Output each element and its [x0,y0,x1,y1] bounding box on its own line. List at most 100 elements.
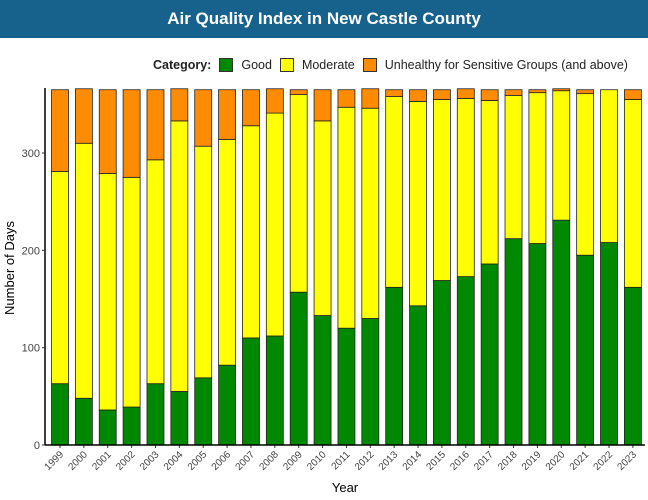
bar-2021-good [576,254,595,446]
legend-label-good: Good [241,58,272,72]
bar-2020-unhealthy [552,88,571,92]
bar-2023-good [623,286,642,446]
bar-2018-moderate [504,95,523,240]
bar-2017-unhealthy [480,89,499,101]
x-tick-label: 2009 [281,449,305,473]
bar-2011-moderate [337,106,356,329]
bar-2006-good [218,364,236,446]
bar-2008-good [265,335,284,446]
legend: Category: Good Moderate Unhealthy for Se… [153,58,636,72]
bar-2003-unhealthy [146,89,165,161]
bar-2003-good [146,383,165,446]
bar-2001-moderate [98,173,117,411]
legend-item-moderate: Moderate [279,58,355,72]
bar-2009-good [289,291,308,446]
chart-title: Air Quality Index in New Castle County [0,0,648,38]
bar-2018-unhealthy [504,89,523,96]
bar-2007-moderate [242,125,260,339]
bar-2016-moderate [456,98,475,278]
bar-2017-moderate [480,100,499,265]
bar-2015-good [433,280,451,446]
bar-2004-good [170,391,189,446]
bar-2015-moderate [433,99,451,281]
bar-2004-moderate [170,120,189,392]
bar-2010-unhealthy [313,89,332,122]
bar-2020-good [552,219,571,446]
bar-2021-unhealthy [576,89,595,95]
x-tick-label: 2020 [544,449,568,473]
x-tick-label: 2007 [234,449,258,473]
bar-2000-good [74,397,93,446]
y-axis-label: Number of Days [2,221,17,315]
bar-2005-moderate [194,145,213,379]
x-tick-label: 2013 [377,449,401,473]
x-tick-label: 2003 [138,449,162,473]
bar-2018-good [504,238,523,446]
bar-1999-unhealthy [51,89,69,172]
bar-2002-moderate [122,176,141,408]
x-tick-label: 2021 [568,449,592,473]
bar-2023-unhealthy [623,89,642,100]
bar-2014-unhealthy [409,89,427,102]
bar-2011-good [337,327,356,446]
bar-2010-moderate [313,120,332,316]
bar-2008-unhealthy [265,88,284,114]
bar-2008-moderate [265,112,284,337]
x-tick-label: 2008 [257,449,281,473]
bar-2012-unhealthy [361,88,380,109]
bar-2012-good [361,318,380,446]
bar-2019-good [528,243,547,446]
bar-2006-moderate [218,138,236,366]
x-tick-label: 2023 [615,449,639,473]
x-tick-label: 2000 [66,449,90,473]
bar-2006-unhealthy [218,89,236,140]
bar-2022-good [600,242,618,446]
bar-2013-unhealthy [385,89,404,97]
bar-2014-good [409,305,427,446]
x-axis-label: Year [332,480,359,495]
bar-2002-unhealthy [122,89,141,178]
legend-swatch-moderate [279,58,294,72]
bar-2016-unhealthy [456,88,475,99]
x-tick-label: 2019 [520,449,544,473]
bar-2016-good [456,276,475,446]
legend-title: Category: [153,58,212,72]
legend-item-usg: Unhealthy for Sensitive Groups (and abov… [362,58,628,72]
x-tick-label: 2015 [425,449,449,473]
bar-2001-good [98,409,117,446]
bar-1999-moderate [51,171,69,385]
x-tick-label: 2011 [330,449,353,472]
bar-1999-good [51,383,69,446]
bar-2019-unhealthy [528,89,547,94]
x-tick-label: 2005 [186,449,210,473]
y-tick-label: 0 [34,440,40,452]
bar-2011-unhealthy [337,89,356,108]
x-tick-label: 2018 [496,449,520,473]
bar-2017-good [480,263,499,446]
bar-2004-unhealthy [170,88,189,122]
bar-2010-good [313,315,332,446]
bar-2022-moderate [600,89,618,243]
x-tick-label: 1999 [43,449,67,473]
x-tick-label: 2012 [353,449,377,473]
bar-2005-unhealthy [194,89,213,147]
x-tick-label: 2014 [401,449,425,473]
bar-2005-good [194,377,213,446]
x-tick-label: 2016 [448,449,472,473]
bar-2000-moderate [74,142,93,399]
legend-label-moderate: Moderate [301,58,355,72]
y-tick-label: 100 [22,343,40,355]
x-tick-label: 2017 [472,449,496,473]
x-tick-label: 2002 [114,449,138,473]
x-tick-label: 2001 [90,449,114,473]
bar-2012-moderate [361,107,380,319]
y-tick-label: 300 [22,148,40,160]
x-tick-label: 2010 [305,449,329,473]
legend-swatch-usg [362,58,377,72]
bar-2002-good [122,406,141,446]
bar-2013-good [385,286,404,446]
legend-item-good: Good [219,58,272,72]
bar-2003-moderate [146,159,165,385]
bar-2021-moderate [576,93,595,256]
